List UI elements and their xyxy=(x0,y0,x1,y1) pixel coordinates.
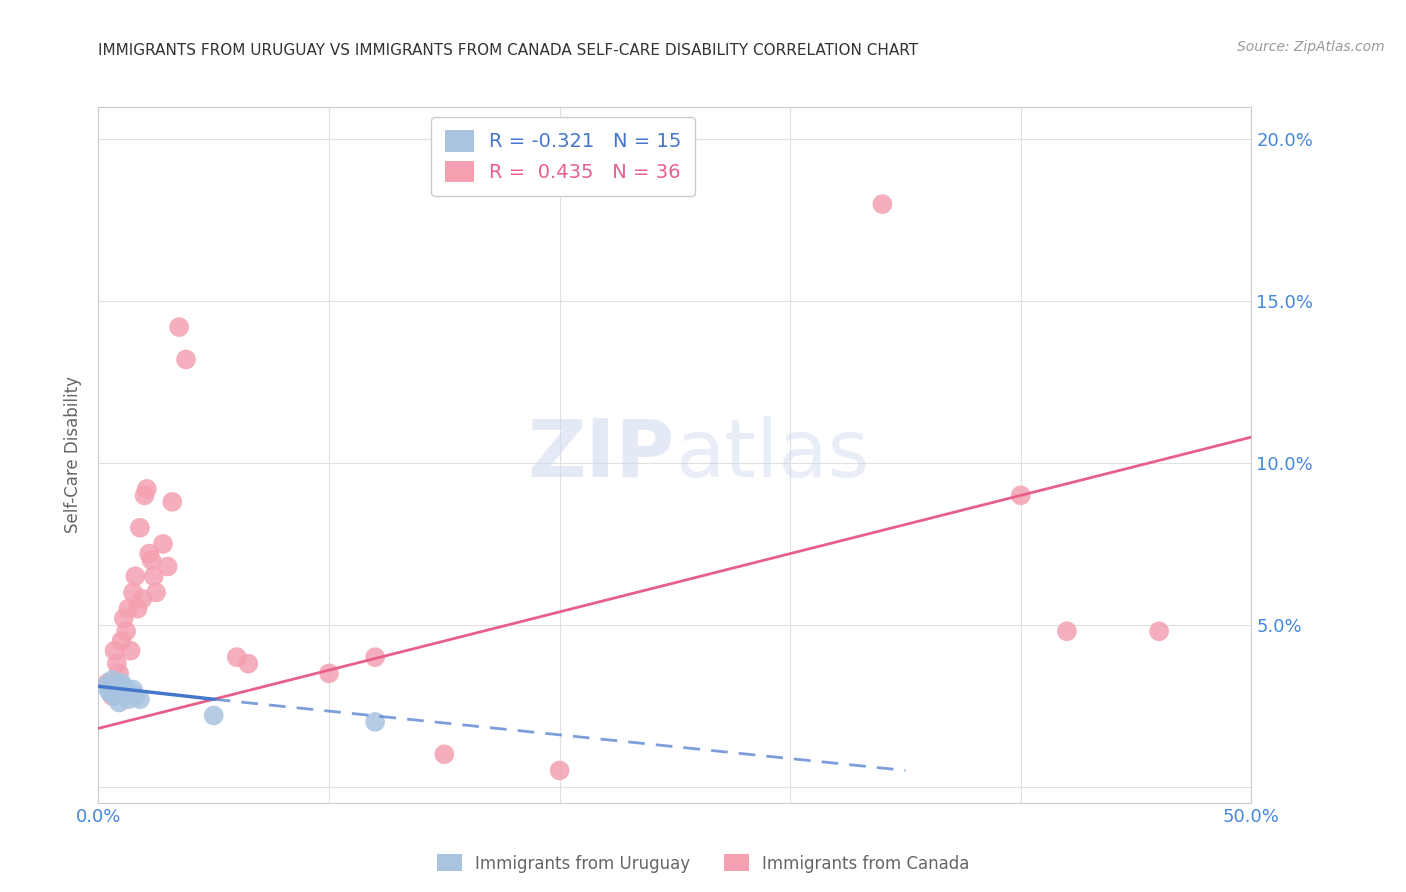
Point xyxy=(122,682,145,697)
Point xyxy=(238,657,260,671)
Point xyxy=(433,747,456,762)
Point xyxy=(115,686,138,700)
Point xyxy=(141,553,163,567)
Point xyxy=(142,569,165,583)
Point xyxy=(103,689,125,703)
Point xyxy=(134,488,156,502)
Point xyxy=(101,673,124,687)
Point xyxy=(110,634,132,648)
Point xyxy=(152,537,174,551)
Point xyxy=(120,643,142,657)
Point xyxy=(318,666,340,681)
Point xyxy=(101,689,124,703)
Point xyxy=(872,197,894,211)
Point xyxy=(202,708,225,723)
Point xyxy=(1147,624,1170,639)
Point xyxy=(124,569,146,583)
Point xyxy=(167,320,190,334)
Point xyxy=(122,585,145,599)
Point xyxy=(112,679,135,693)
Point xyxy=(138,547,160,561)
Point xyxy=(94,679,117,693)
Point xyxy=(115,624,138,639)
Point xyxy=(548,764,571,778)
Point xyxy=(127,601,149,615)
Point xyxy=(156,559,179,574)
Text: atlas: atlas xyxy=(675,416,869,494)
Point xyxy=(98,686,121,700)
Point xyxy=(124,689,146,703)
Point xyxy=(1010,488,1032,502)
Point xyxy=(105,657,128,671)
Point xyxy=(108,696,131,710)
Point xyxy=(364,714,387,729)
Point xyxy=(117,601,139,615)
Point xyxy=(129,692,152,706)
Point xyxy=(135,482,157,496)
Point xyxy=(174,352,197,367)
Point xyxy=(145,585,167,599)
Y-axis label: Self-Care Disability: Self-Care Disability xyxy=(65,376,83,533)
Point xyxy=(160,495,183,509)
Point xyxy=(225,650,247,665)
Point xyxy=(103,643,125,657)
Point xyxy=(97,676,120,690)
Point xyxy=(112,611,135,625)
Point xyxy=(129,521,152,535)
Text: IMMIGRANTS FROM URUGUAY VS IMMIGRANTS FROM CANADA SELF-CARE DISABILITY CORRELATI: IMMIGRANTS FROM URUGUAY VS IMMIGRANTS FR… xyxy=(98,43,918,58)
Text: Source: ZipAtlas.com: Source: ZipAtlas.com xyxy=(1237,40,1385,54)
Point xyxy=(110,676,132,690)
Legend: R = -0.321   N = 15, R =  0.435   N = 36: R = -0.321 N = 15, R = 0.435 N = 36 xyxy=(432,117,696,196)
Text: ZIP: ZIP xyxy=(527,416,675,494)
Point xyxy=(1056,624,1078,639)
Point xyxy=(364,650,387,665)
Point xyxy=(108,666,131,681)
Point xyxy=(105,682,128,697)
Legend: Immigrants from Uruguay, Immigrants from Canada: Immigrants from Uruguay, Immigrants from… xyxy=(430,847,976,880)
Point xyxy=(131,591,153,606)
Point xyxy=(117,692,139,706)
